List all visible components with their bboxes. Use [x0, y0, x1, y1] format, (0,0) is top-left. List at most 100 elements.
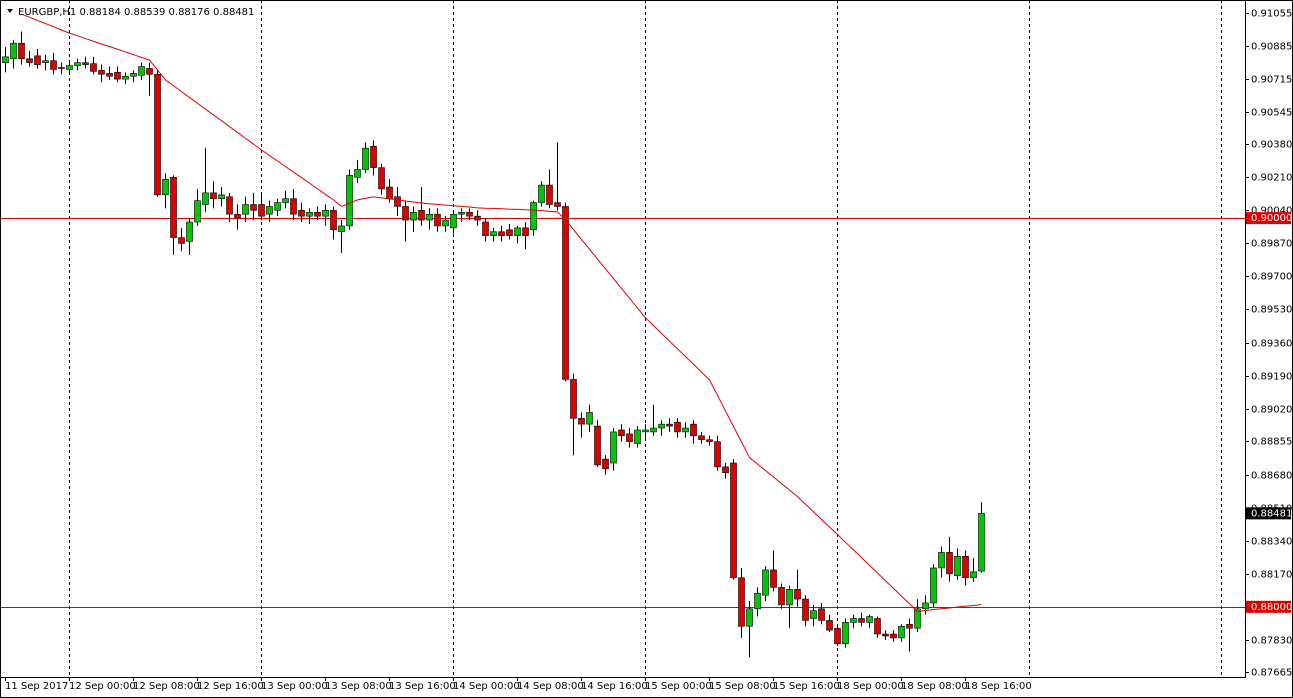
- candle-body: [802, 598, 809, 621]
- candle-body: [674, 421, 681, 433]
- candle-body: [266, 206, 273, 215]
- candle-body: [794, 589, 801, 600]
- x-tick-label: 13 Sep 16:00: [389, 681, 456, 692]
- level-label-box: [1246, 600, 1291, 613]
- x-tick-label: 14 Sep 08:00: [517, 681, 584, 692]
- menu-arrow: [7, 9, 13, 13]
- x-tick-label: 13 Sep 08:00: [325, 681, 392, 692]
- y-tick-label: 0.90210: [1251, 173, 1292, 184]
- candle-body: [418, 210, 425, 221]
- candle-body: [930, 567, 937, 604]
- candle-body: [322, 210, 329, 217]
- y-tick-label: 0.89190: [1251, 372, 1292, 383]
- y-tick-label: 0.90885: [1251, 42, 1292, 53]
- candle-body: [162, 178, 169, 196]
- moving-average-line: [21, 13, 982, 613]
- y-tick-label: 0.88340: [1251, 537, 1292, 548]
- candle-body: [650, 427, 657, 433]
- candle-body: [338, 225, 345, 233]
- candle-body: [186, 221, 193, 242]
- candle-body: [490, 231, 497, 236]
- candle-body: [442, 219, 449, 227]
- candle-body: [546, 184, 553, 205]
- x-tick-label: 15 Sep 00:00: [645, 681, 712, 692]
- y-tick-label: 0.88855: [1251, 437, 1292, 448]
- candle-body: [938, 552, 945, 569]
- candle-body: [978, 513, 985, 572]
- candle-body: [450, 213, 457, 229]
- y-tick-label: 0.89360: [1251, 339, 1292, 350]
- candle-body: [410, 211, 417, 221]
- candle-body: [34, 55, 41, 65]
- candle-body: [746, 608, 753, 627]
- candle-body: [82, 62, 89, 65]
- last-price-box: [1246, 507, 1291, 520]
- candle-body: [842, 622, 849, 645]
- candle-body: [130, 73, 137, 77]
- x-tick-label: 15 Sep 08:00: [709, 681, 776, 692]
- level-label: 0.88000: [1251, 602, 1292, 613]
- candle-body: [194, 200, 201, 223]
- candle-body: [138, 66, 145, 76]
- candle-body: [730, 462, 737, 578]
- candle-body: [306, 211, 313, 217]
- candle-body: [50, 60, 57, 70]
- candle-body: [522, 227, 529, 236]
- candle-body: [298, 210, 305, 217]
- candle-body: [874, 618, 881, 635]
- candle-body: [906, 624, 913, 629]
- candle-body: [458, 211, 465, 215]
- candle-body: [314, 211, 321, 217]
- x-tick-label: 15 Sep 16:00: [773, 681, 840, 692]
- level-label-box: [1246, 212, 1291, 225]
- y-tick-label: 0.89700: [1251, 272, 1292, 283]
- candle-body: [586, 412, 593, 425]
- candle-body: [666, 423, 673, 427]
- candle-body: [90, 63, 97, 72]
- candle-body: [610, 431, 617, 464]
- y-tick-label: 0.87830: [1251, 636, 1292, 647]
- candle-body: [178, 237, 185, 244]
- level-label: 0.90000: [1251, 213, 1292, 224]
- candle-body: [466, 211, 473, 217]
- candle-body: [602, 458, 609, 470]
- y-tick-label: 0.90380: [1251, 140, 1292, 151]
- candle-body: [378, 167, 385, 190]
- candle-body: [106, 73, 113, 77]
- y-tick-label: 0.90715: [1251, 75, 1292, 86]
- candle-body: [714, 441, 721, 468]
- candle-body: [698, 435, 705, 440]
- candle-body: [850, 618, 857, 623]
- candle-body: [810, 610, 817, 619]
- candle-body: [762, 569, 769, 596]
- candle-body: [474, 215, 481, 221]
- candle-body: [226, 196, 233, 215]
- candle-body: [946, 552, 953, 575]
- candle-body: [506, 229, 513, 236]
- candle-body: [66, 65, 73, 70]
- candle-body: [922, 602, 929, 610]
- y-tick-label: 0.89020: [1251, 405, 1292, 416]
- candle-body: [210, 192, 217, 199]
- candle-body: [370, 145, 377, 168]
- y-tick-label: 0.87665: [1251, 668, 1292, 679]
- candle-body: [642, 429, 649, 433]
- plot-layer: [0, 0, 1245, 677]
- candle-body: [234, 213, 241, 219]
- candle-body: [890, 633, 897, 639]
- candle-body: [218, 194, 225, 199]
- y-tick-label: 0.89870: [1251, 239, 1292, 250]
- candle-body: [530, 202, 537, 231]
- candle-body: [394, 196, 401, 207]
- candle-body: [690, 423, 697, 437]
- candle-body: [962, 556, 969, 578]
- x-tick-label: 12 Sep 08:00: [133, 681, 200, 692]
- last-price-label: 0.88481: [1251, 508, 1292, 519]
- x-tick-label: 18 Sep 00:00: [837, 681, 904, 692]
- candle-body: [514, 227, 521, 236]
- candle-body: [754, 592, 761, 610]
- candle-body: [482, 221, 489, 236]
- chart-title: EURGBP,H1 0.88184 0.88539 0.88176 0.8848…: [18, 7, 254, 18]
